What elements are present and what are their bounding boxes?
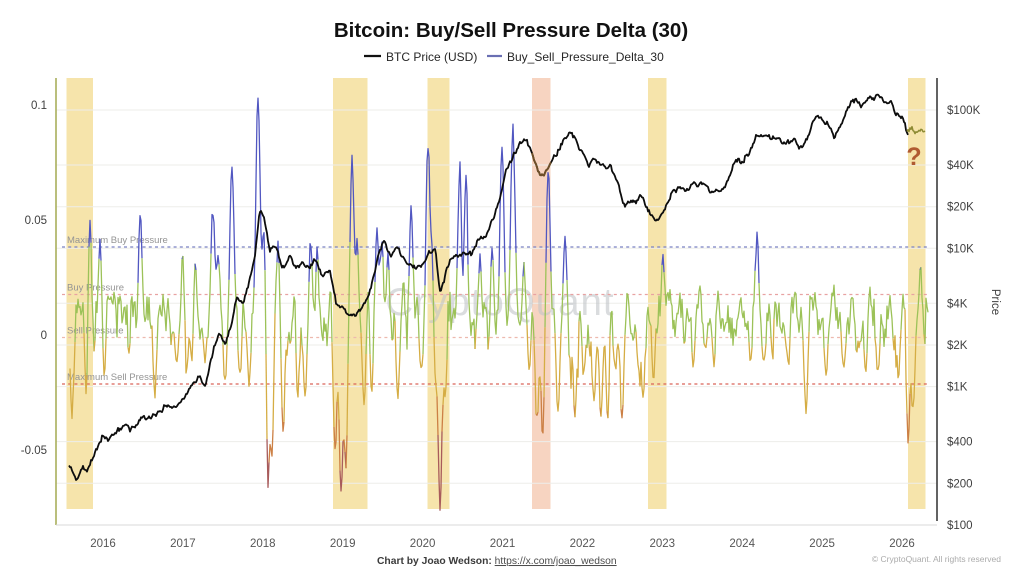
svg-text:2016: 2016 <box>90 538 116 550</box>
svg-text:2021: 2021 <box>490 538 516 550</box>
svg-text:$4K: $4K <box>947 298 968 310</box>
svg-text:Maximum Sell Pressure: Maximum Sell Pressure <box>67 372 167 383</box>
svg-text:$20K: $20K <box>947 202 974 214</box>
svg-text:$400: $400 <box>947 437 973 449</box>
svg-text:2018: 2018 <box>250 538 276 550</box>
svg-text:?: ? <box>906 143 921 171</box>
svg-text:2026: 2026 <box>889 538 915 550</box>
svg-text:-0.05: -0.05 <box>21 445 47 457</box>
svg-text:$1K: $1K <box>947 382 968 394</box>
svg-text:Bitcoin: Buy/Sell Pressure Del: Bitcoin: Buy/Sell Pressure Delta (30) <box>334 19 688 42</box>
svg-text:BTC Price (USD): BTC Price (USD) <box>386 50 477 64</box>
svg-text:CryptoQuant: CryptoQuant <box>385 281 614 324</box>
svg-text:Price: Price <box>989 289 1001 315</box>
svg-text:$100: $100 <box>947 520 973 532</box>
svg-text:2019: 2019 <box>330 538 356 550</box>
svg-text:Chart by Joao Wedson: https://: Chart by Joao Wedson: https://x.com/joao… <box>377 556 617 567</box>
svg-text:0.05: 0.05 <box>25 215 47 227</box>
svg-text:Maximum Buy Pressure: Maximum Buy Pressure <box>67 235 168 246</box>
svg-text:0: 0 <box>41 330 47 342</box>
svg-text:$10K: $10K <box>947 243 974 255</box>
svg-text:$100K: $100K <box>947 105 981 117</box>
svg-text:$200: $200 <box>947 478 973 490</box>
svg-text:Buy Pressure: Buy Pressure <box>67 283 124 294</box>
svg-text:0.1: 0.1 <box>31 100 47 112</box>
svg-text:2022: 2022 <box>570 538 596 550</box>
svg-text:2024: 2024 <box>729 538 755 550</box>
svg-text:$2K: $2K <box>947 340 968 352</box>
svg-text:2020: 2020 <box>410 538 436 550</box>
svg-text:$40K: $40K <box>947 160 974 172</box>
svg-text:2023: 2023 <box>650 538 676 550</box>
svg-text:Buy_Sell_Pressure_Delta_30: Buy_Sell_Pressure_Delta_30 <box>507 50 664 64</box>
svg-text:2017: 2017 <box>170 538 196 550</box>
svg-text:2025: 2025 <box>809 538 835 550</box>
svg-text:© CryptoQuant. All rights rese: © CryptoQuant. All rights reserved <box>872 554 1001 564</box>
